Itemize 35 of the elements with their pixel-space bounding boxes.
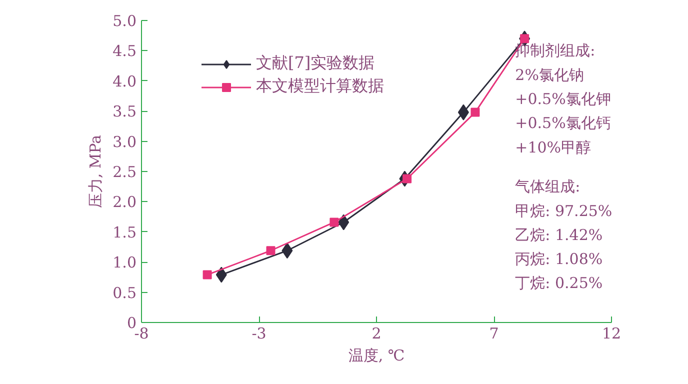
point [402,174,412,184]
point [330,218,339,227]
legend-label: 文献[7]实验数据 [256,53,375,74]
y-tick-label: 4.0 [112,72,137,90]
x-tick-label: -3 [252,324,266,342]
x-tick-label: 2 [372,324,382,342]
y-tick-label: 0 [126,314,137,332]
y-tick-label: 1.5 [112,223,137,242]
y-tick-label: 2.5 [112,163,137,181]
annotation: +0.5%氯化钾 [515,90,611,108]
y-axis-title: 压力, MPa [86,134,105,208]
legend-label: 本文模型计算数据 [256,76,384,97]
y-tick-label: 3.5 [112,102,137,121]
y-tick-label: 0.5 [112,284,137,302]
y-tick-label: 2.0 [112,193,137,212]
x-axis-title: 温度, ℃ [348,346,405,364]
annotation: +10%甲醇 [515,138,592,156]
x-tick-label: -8 [134,324,149,342]
annotation: 丁烷: 0.25% [515,274,603,292]
y-tick-label: 3.0 [112,132,137,151]
annotation: 甲烷: 97.25% [515,202,612,220]
point [266,246,276,256]
annotation: +0.5%氯化钙 [515,114,611,132]
point [470,108,480,117]
point [202,270,212,280]
y-tick-label: 4.5 [112,42,137,60]
y-tick-label: 1.0 [112,254,137,272]
x-tick-label: 7 [489,324,499,342]
annotation: 2%氯化钠 [515,66,584,84]
annotation: 丙烷: 1.08% [515,250,603,268]
x-tick-label: 12 [602,324,622,342]
y-tick-label: 5.0 [112,12,137,30]
annotation: 乙烷: 1.42% [515,226,603,244]
annotation: 气体组成: [515,178,580,196]
annotation: 抑制剂组成: [515,42,596,60]
